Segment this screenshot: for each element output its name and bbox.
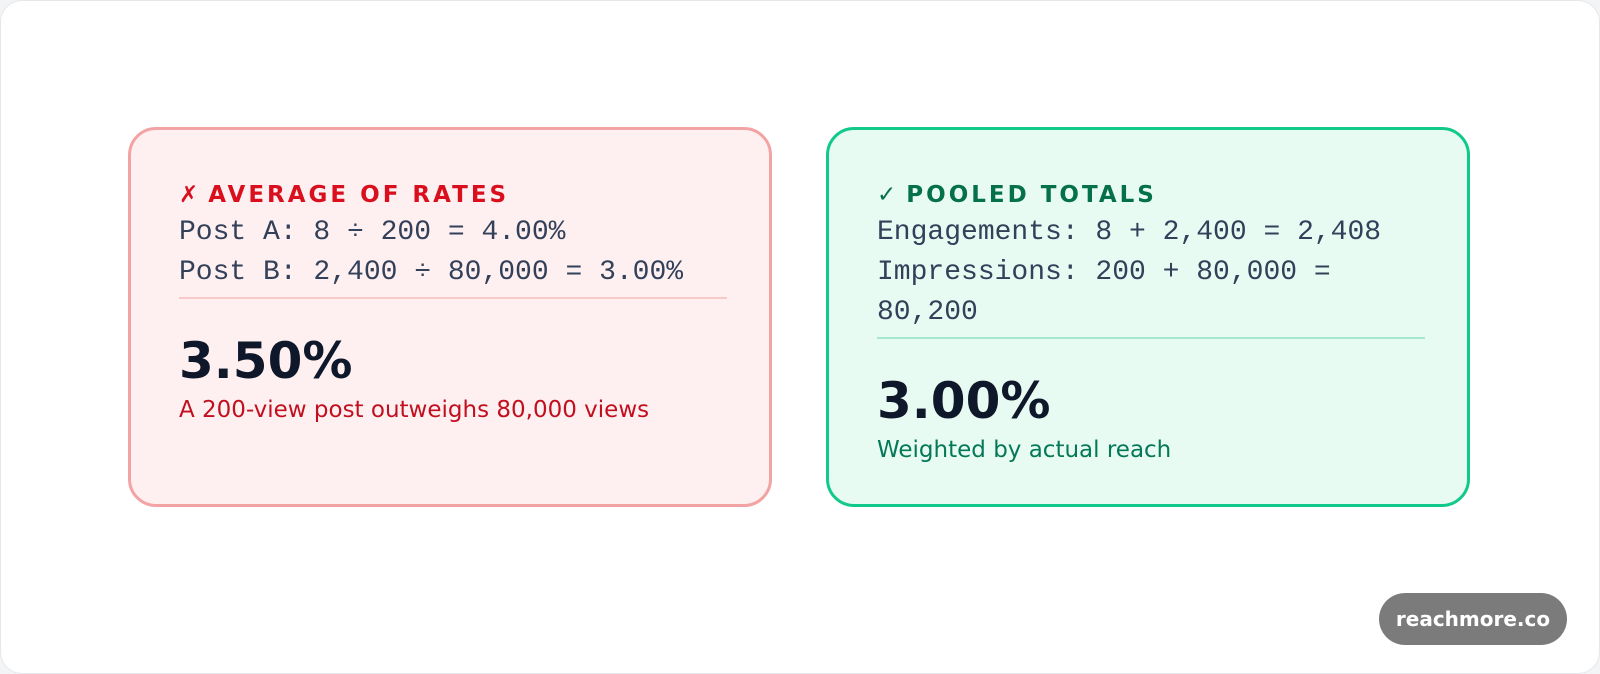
card-heading: ✗ AVERAGE OF RATES <box>179 180 721 210</box>
check-mark-icon: ✓ <box>877 182 897 208</box>
calculation-lines: Engagements: 8 + 2,400 = 2,408 Impressio… <box>877 213 1419 333</box>
calculation-line-post-a: Post A: 8 ÷ 200 = 4.00% <box>179 217 566 248</box>
result-caption: Weighted by actual reach <box>877 437 1172 463</box>
divider <box>179 297 727 299</box>
card-heading-label: AVERAGE OF RATES <box>208 182 510 208</box>
result-value: 3.00% <box>877 372 1051 430</box>
pooled-totals-card: ✓ POOLED TOTALS Engagements: 8 + 2,400 = … <box>826 127 1470 507</box>
result-value: 3.50% <box>179 332 353 390</box>
calculation-line-engagements: Engagements: 8 + 2,400 = 2,408 <box>877 217 1382 248</box>
x-mark-icon: ✗ <box>179 182 199 208</box>
brand-badge[interactable]: reachmore.co <box>1379 593 1567 645</box>
card-heading-label: POOLED TOTALS <box>906 182 1157 208</box>
calculation-lines: Post A: 8 ÷ 200 = 4.00% Post B: 2,400 ÷ … <box>179 213 721 293</box>
card-heading: ✓ POOLED TOTALS <box>877 180 1419 210</box>
divider <box>877 337 1425 339</box>
result-caption: A 200-view post outweighs 80,000 views <box>179 397 650 423</box>
calculation-line-impressions: Impressions: 200 + 80,000 = 80,200 <box>877 257 1331 328</box>
average-of-rates-card: ✗ AVERAGE OF RATES Post A: 8 ÷ 200 = 4.00… <box>128 127 772 507</box>
calculation-line-post-b: Post B: 2,400 ÷ 80,000 = 3.00% <box>179 257 684 288</box>
